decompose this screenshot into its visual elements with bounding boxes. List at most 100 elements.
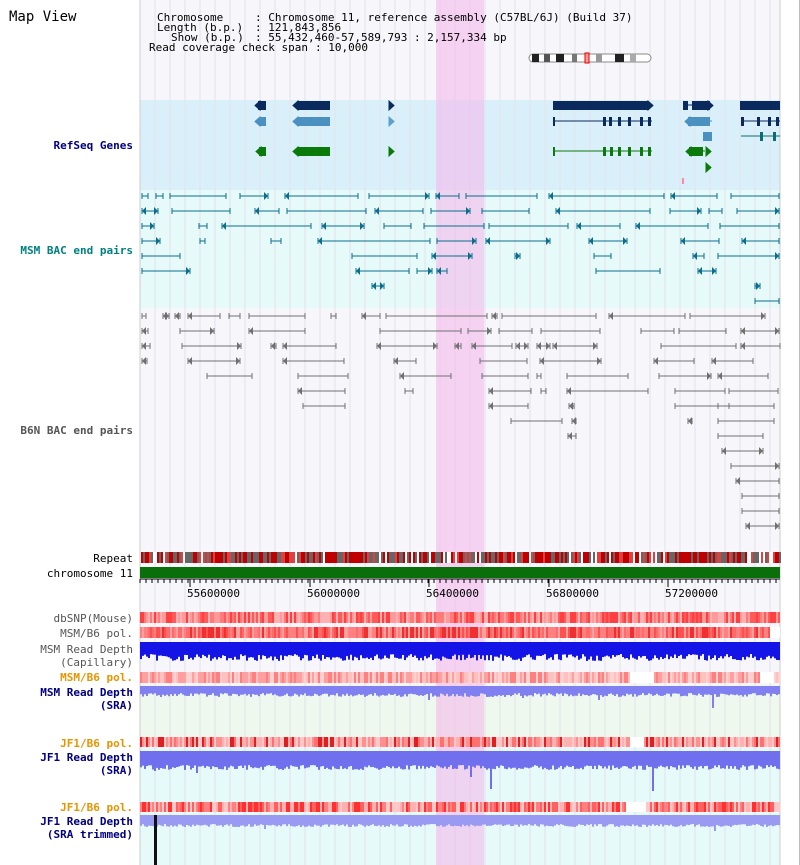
jf1-depth-bar [532,751,534,767]
b6n-bac-label[interactable]: B6N BAC end pairs [20,424,133,437]
jf1-trim-depth-bar [298,815,300,826]
highlight-region[interactable] [436,0,484,865]
msm-capillary-depth-bar [708,642,710,656]
msm-sra-depth-bar [624,686,626,697]
jf1-pol2-cell [270,802,272,812]
msm-capillary-depth-bar [458,642,460,656]
jf1-depth-bar [594,751,596,766]
repeat-element [199,552,201,563]
msm-sra-depth-bar [498,686,500,696]
jf1-depth-bar [686,751,688,766]
msm-pol-sra-cell [410,672,412,683]
dbsnp-cell [606,612,608,623]
msm-capillary-depth-bar [658,642,660,660]
jf1-pol-cell [278,737,280,747]
jf1-pol-cell [472,737,474,747]
jf1-pol2-cell [472,802,474,812]
jf1-pol-cell [298,737,300,747]
jf1-pol2-cell [574,802,576,812]
repeat-element [339,552,341,563]
jf1-pol2-cell [474,802,476,812]
repeat-element [427,552,429,563]
jf1-depth-bar [534,751,536,766]
repeat-element [567,552,569,563]
repeat-element [361,552,363,563]
refseq-genes-label[interactable]: RefSeq Genes [53,139,133,152]
msm-pol-sra-cell [754,672,756,683]
jf1-pol-cell [442,737,444,747]
jf1-pol-cell [336,737,338,747]
msm-sra-depth-bar [324,686,326,694]
msm-pol-sra-cell [448,672,450,683]
msm-pol-cell [626,627,628,638]
msm-capillary-depth-bar [770,642,772,659]
dbsnp-cell [754,612,756,623]
jf1-pol2-cell [280,802,282,812]
jf1-pol-cell [322,737,324,747]
msm-capillary-depth-bar [370,642,372,658]
jf1-pol2-cell [584,802,586,812]
b6n-bac-pair-arrow [775,522,779,530]
msm-capillary-depth-bar [738,642,740,660]
jf1-pol2-cell [462,802,464,812]
jf1-trim-depth-bar [230,815,232,825]
msm-pol-cell [468,627,470,638]
dbsnp-cell [244,612,246,623]
repeat-element [529,552,531,563]
jf1-depth-bar [292,751,294,767]
msm-pol-sra-cell [316,672,318,683]
jf1-pol-cell [708,737,710,747]
dbsnp-cell [598,612,600,623]
jf1-pol-cell [286,737,288,747]
jf1-depth-bar [630,751,632,769]
dbsnp-cell [450,612,452,623]
msm-pol-sra-cell [690,672,692,683]
msm-capillary-depth-bar [602,642,604,658]
jf1-pol2-cell [194,802,196,812]
jf1-depth-bar [214,751,216,768]
jf1-pol-cell [670,737,672,747]
msm-pol-cell [756,627,758,638]
jf1-depth-bar [428,751,430,769]
repeat-element [165,552,167,563]
msm-capillary-depth-bar [604,642,606,657]
jf1-pol-cell [436,737,438,747]
jf1-trim-depth-bar [730,815,732,827]
repeat-element [271,552,273,563]
chromosome-ideogram[interactable] [528,52,654,64]
jf1-trim-depth-bar [224,815,226,826]
msm-pol-cell [704,627,706,638]
msm-pol-sra-cell [174,672,176,683]
jf1-pol2-cell [394,802,396,812]
dbsnp-cell [686,612,688,623]
jf1-pol-cell [434,737,436,747]
repeat-element [381,552,383,563]
jf1-pol-cell [644,737,646,747]
msm-pol-cell [700,627,702,638]
msm-bac-pair-arrow [486,237,490,245]
jf1-pol2-cell [232,802,234,812]
dbsnp-cell [190,612,192,623]
msm-sra-depth-bar [486,686,488,697]
jf1-trim-depth-bar [640,815,642,827]
msm-capillary-depth-bar [776,642,778,660]
jf1-depth-bar [542,751,544,770]
jf1-pol-cell [756,737,758,747]
jf1-depth-bar [644,751,646,770]
dbsnp-cell [352,612,354,623]
msm-pol-cell [576,627,578,638]
dbsnp-cell [338,612,340,623]
msm-pol-cell [284,627,286,638]
msm-bac-label[interactable]: MSM BAC end pairs [20,244,133,257]
msm-pol-sra-cell [442,672,444,683]
msm-sra-depth-bar [608,686,610,694]
msm-sra-depth-bar [360,686,362,696]
show-value: : 55,432,460-57,589,793 : 2,157,334 bp [255,31,507,44]
jf1-depth-bar [300,751,302,766]
jf1-pol2-cell [348,802,350,812]
jf1-pol2-cell [546,802,548,812]
jf1-pol-cell [730,737,732,747]
repeat-element [641,552,643,563]
msm-sra-depth-bar [372,686,374,696]
